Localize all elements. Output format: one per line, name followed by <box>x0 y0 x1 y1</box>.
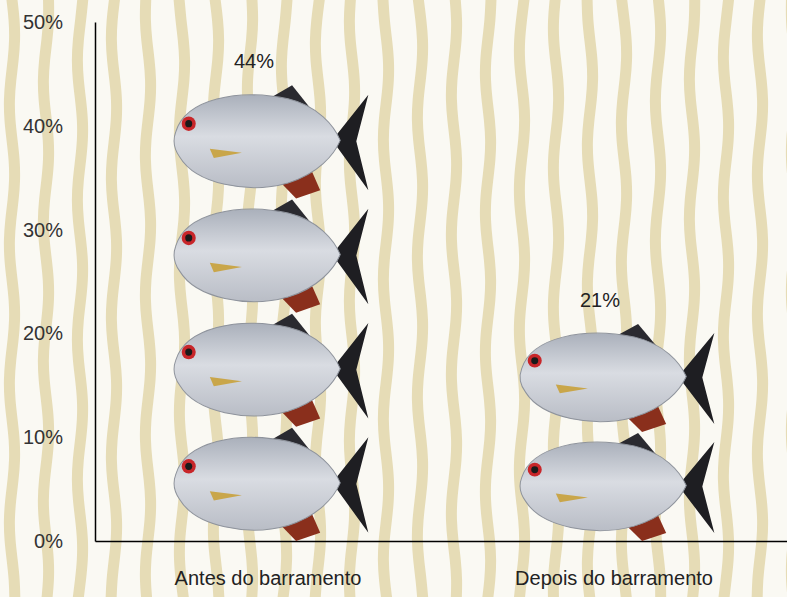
stripe <box>689 0 694 597</box>
fish-eye <box>528 354 542 368</box>
fish-icon <box>520 433 714 541</box>
fish-pectoral-fin <box>210 149 242 158</box>
fish-pupil <box>185 234 192 241</box>
bar <box>174 85 368 541</box>
fish-eye <box>182 345 196 360</box>
fish-icon <box>174 428 368 541</box>
fish-icon <box>174 199 368 312</box>
stripe <box>723 0 728 597</box>
y-tick: 20% <box>23 322 95 344</box>
stripe <box>111 0 117 597</box>
y-axis: 0% 10% 20% 30% 40% 50% <box>23 11 96 552</box>
fish-eye <box>182 231 196 246</box>
chart: 0% 10% 20% 30% 40% 50% Antes do barramento Depo… <box>0 0 787 597</box>
stripe <box>43 0 48 597</box>
y-tick: 0% <box>34 530 95 552</box>
stripe <box>485 0 491 597</box>
stripe <box>451 0 456 597</box>
stripe <box>757 0 762 597</box>
stripe <box>145 0 150 597</box>
fish-pectoral-fin <box>556 384 588 393</box>
y-axis-line <box>95 23 97 542</box>
y-tick-label: 40% <box>23 115 63 137</box>
fish-pectoral-fin <box>556 493 588 502</box>
fish-body <box>520 333 686 421</box>
fish-pupil <box>185 348 192 355</box>
fish-icon <box>520 324 714 432</box>
fish-icon <box>174 314 368 427</box>
y-tick-label: 30% <box>23 219 63 241</box>
stripe <box>519 0 524 597</box>
fish-body <box>174 95 340 188</box>
data-labels: 44% 21% <box>234 50 620 311</box>
stripe <box>383 0 389 597</box>
stripe <box>417 0 423 597</box>
y-tick-label: 10% <box>23 426 63 448</box>
fish-pectoral-fin <box>210 491 242 500</box>
fish-pectoral-fin <box>210 263 242 272</box>
fish-icon <box>174 85 368 198</box>
fish-eye <box>182 459 196 474</box>
background-stripes <box>9 0 787 597</box>
y-tick: 10% <box>23 426 95 448</box>
fish-body <box>174 437 340 530</box>
y-tick: 50% <box>23 11 95 33</box>
y-tick-label: 50% <box>23 11 63 33</box>
x-tick-label: Depois do barramento <box>515 567 713 589</box>
data-label: 21% <box>580 289 620 311</box>
marks <box>174 85 714 541</box>
fish-pupil <box>185 120 192 127</box>
y-tick-label: 0% <box>34 530 63 552</box>
stripe <box>9 0 14 597</box>
fish-pupil <box>531 357 538 364</box>
fish-pupil <box>531 466 538 473</box>
fish-body <box>174 323 340 416</box>
x-tick-label: Antes do barramento <box>175 567 362 589</box>
fish-body <box>520 442 686 530</box>
y-tick: 40% <box>23 115 95 137</box>
data-label: 44% <box>234 50 274 72</box>
x-tick: Antes do barramento <box>175 541 362 589</box>
stripe <box>77 0 82 597</box>
x-axis: Antes do barramento Depois do barramento <box>96 541 787 589</box>
y-tick: 30% <box>23 219 95 241</box>
fish-eye <box>182 116 196 131</box>
fish-pupil <box>185 463 192 470</box>
fish-pectoral-fin <box>210 377 242 386</box>
bar <box>520 324 714 541</box>
x-axis-line <box>96 541 787 543</box>
y-tick-label: 20% <box>23 322 63 344</box>
stripe <box>179 0 184 597</box>
x-tick: Depois do barramento <box>515 541 713 589</box>
fish-eye <box>528 463 542 477</box>
fish-body <box>174 209 340 302</box>
